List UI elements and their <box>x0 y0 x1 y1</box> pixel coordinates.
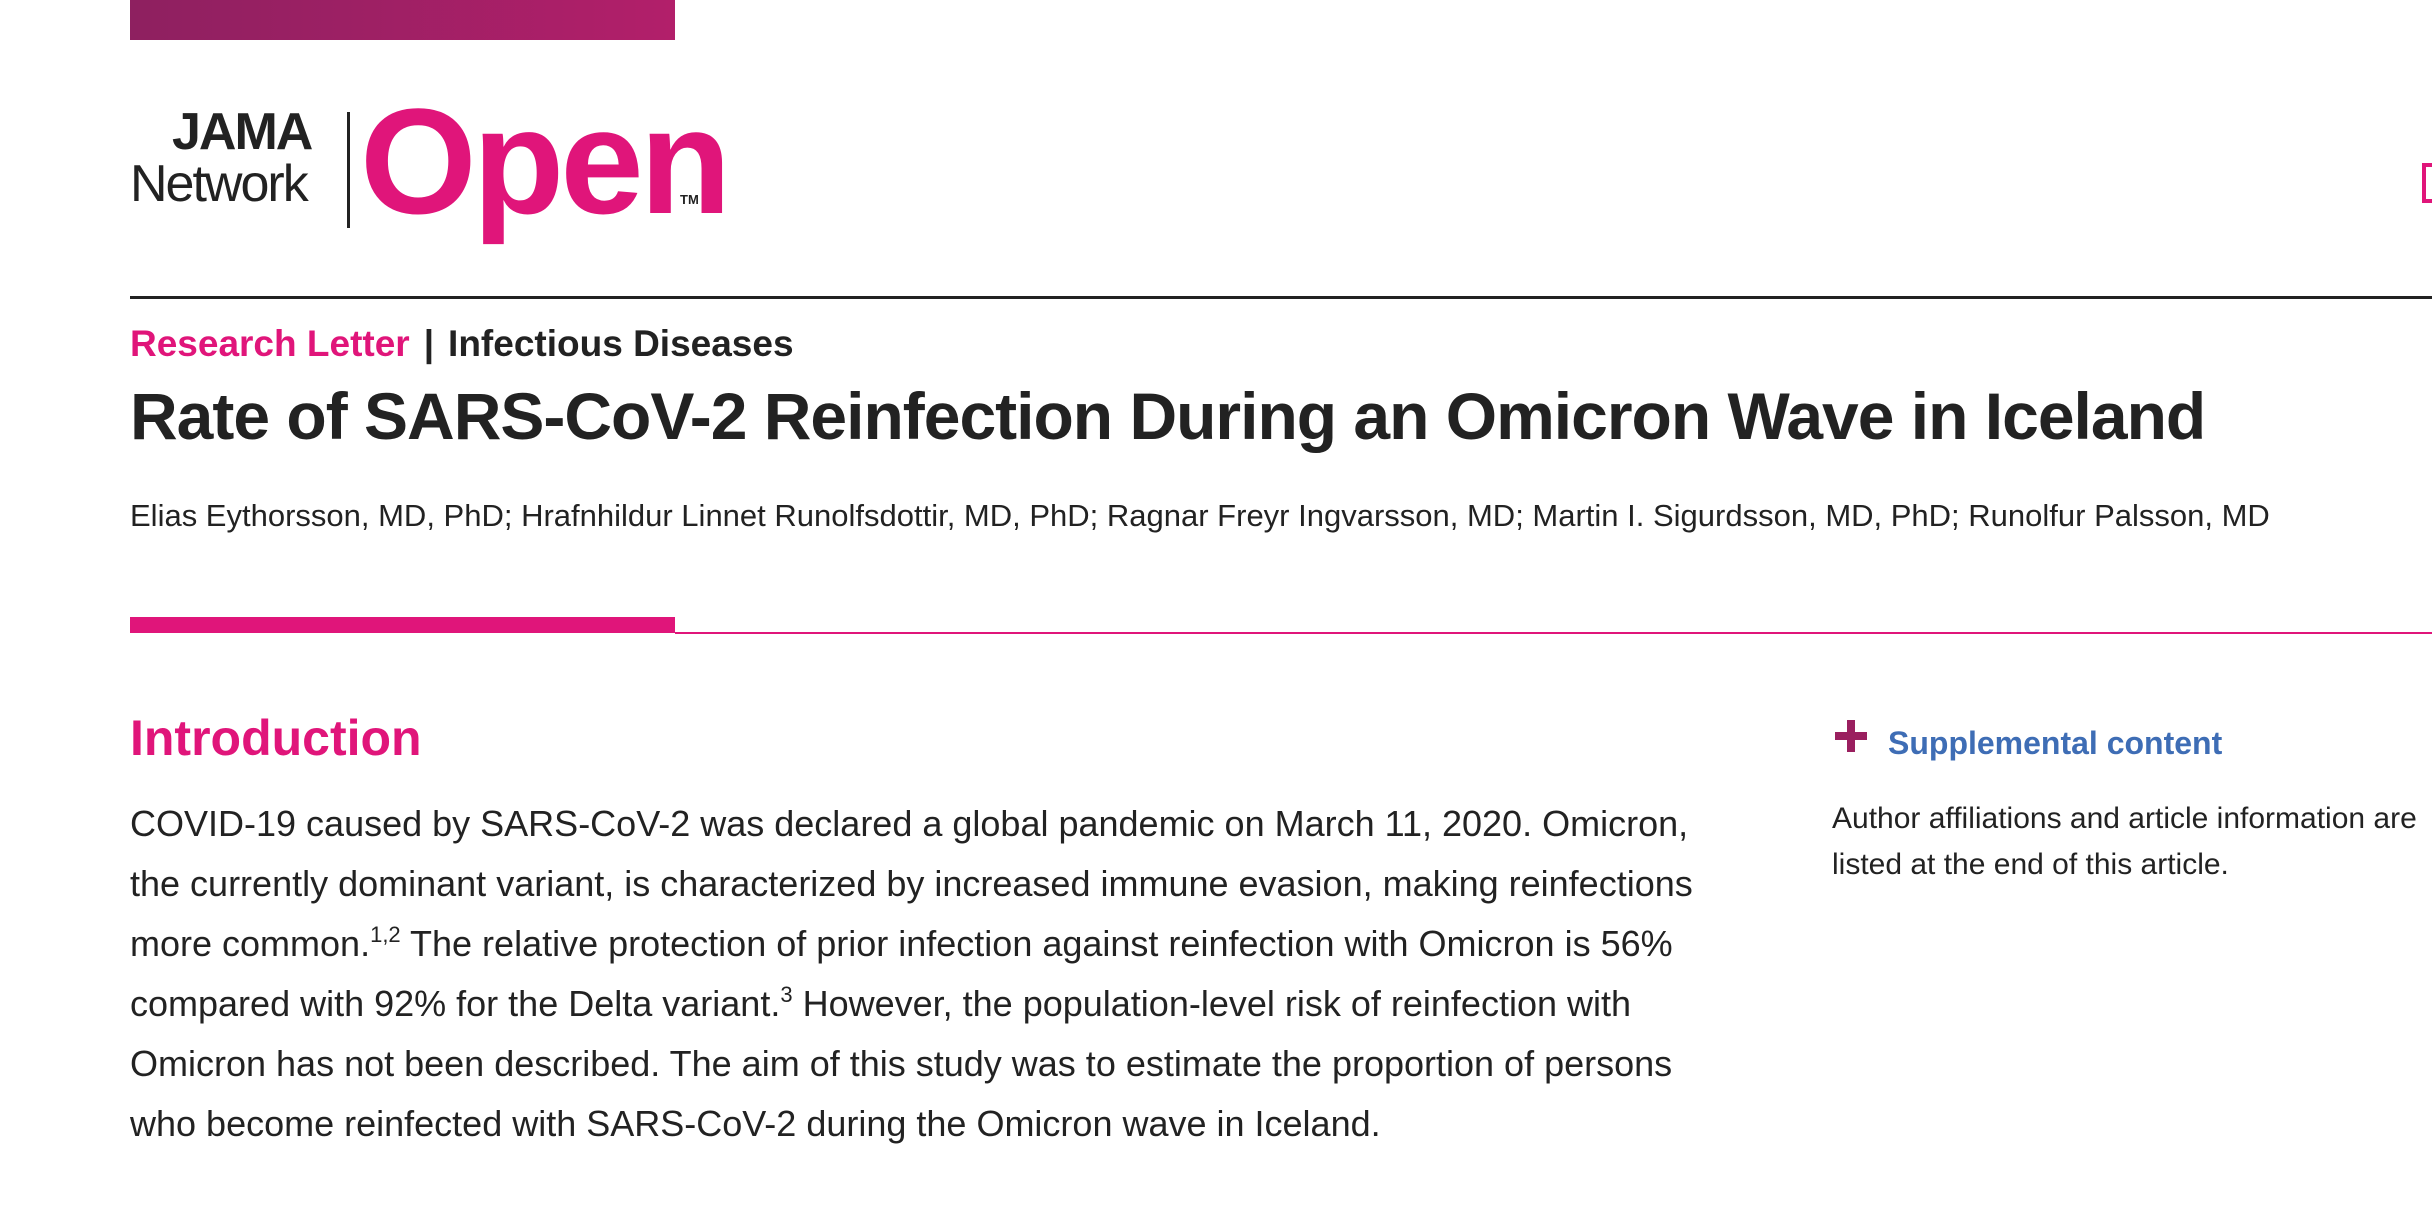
logo-divider <box>347 112 350 228</box>
citation[interactable]: 3 <box>780 982 793 1007</box>
supplemental-link[interactable]: Supplemental content <box>1888 725 2223 761</box>
citation[interactable]: 1,2 <box>370 922 401 947</box>
paragraph: COVID-19 caused by SARS-CoV-2 was declar… <box>130 794 1730 1154</box>
section-rule <box>675 632 2432 634</box>
text: The relative protection of prior infecti… <box>130 923 1673 1024</box>
section-heading: Introduction <box>130 710 422 766</box>
logo-jama: JAMA <box>172 103 313 161</box>
edge-icon[interactable] <box>2422 163 2432 203</box>
header-rule <box>130 296 2432 299</box>
text: However, the population-level risk of re… <box>130 983 1673 1144</box>
separator: | <box>423 323 435 364</box>
article-category[interactable]: Infectious Diseases <box>448 323 794 364</box>
logo-open: Open <box>360 77 731 245</box>
text: COVID-19 caused by SARS-CoV-2 was declar… <box>130 803 1693 964</box>
authors: Elias Eythorsson, MD, PhD; Hrafnhildur L… <box>130 498 2270 533</box>
logo-tm: TM <box>680 192 699 207</box>
logo-network: Network <box>130 155 309 213</box>
article-title: Rate of SARS-CoV-2 Reinfection During an… <box>130 379 2206 453</box>
top-bar <box>130 0 675 40</box>
article-type[interactable]: Research Letter <box>130 323 410 364</box>
section-bar <box>130 617 675 633</box>
kicker: Research Letter | Infectious Diseases <box>130 322 794 366</box>
sidebar-note: Author affiliations and article informat… <box>1832 802 2417 881</box>
plus-icon[interactable] <box>1835 720 1867 752</box>
